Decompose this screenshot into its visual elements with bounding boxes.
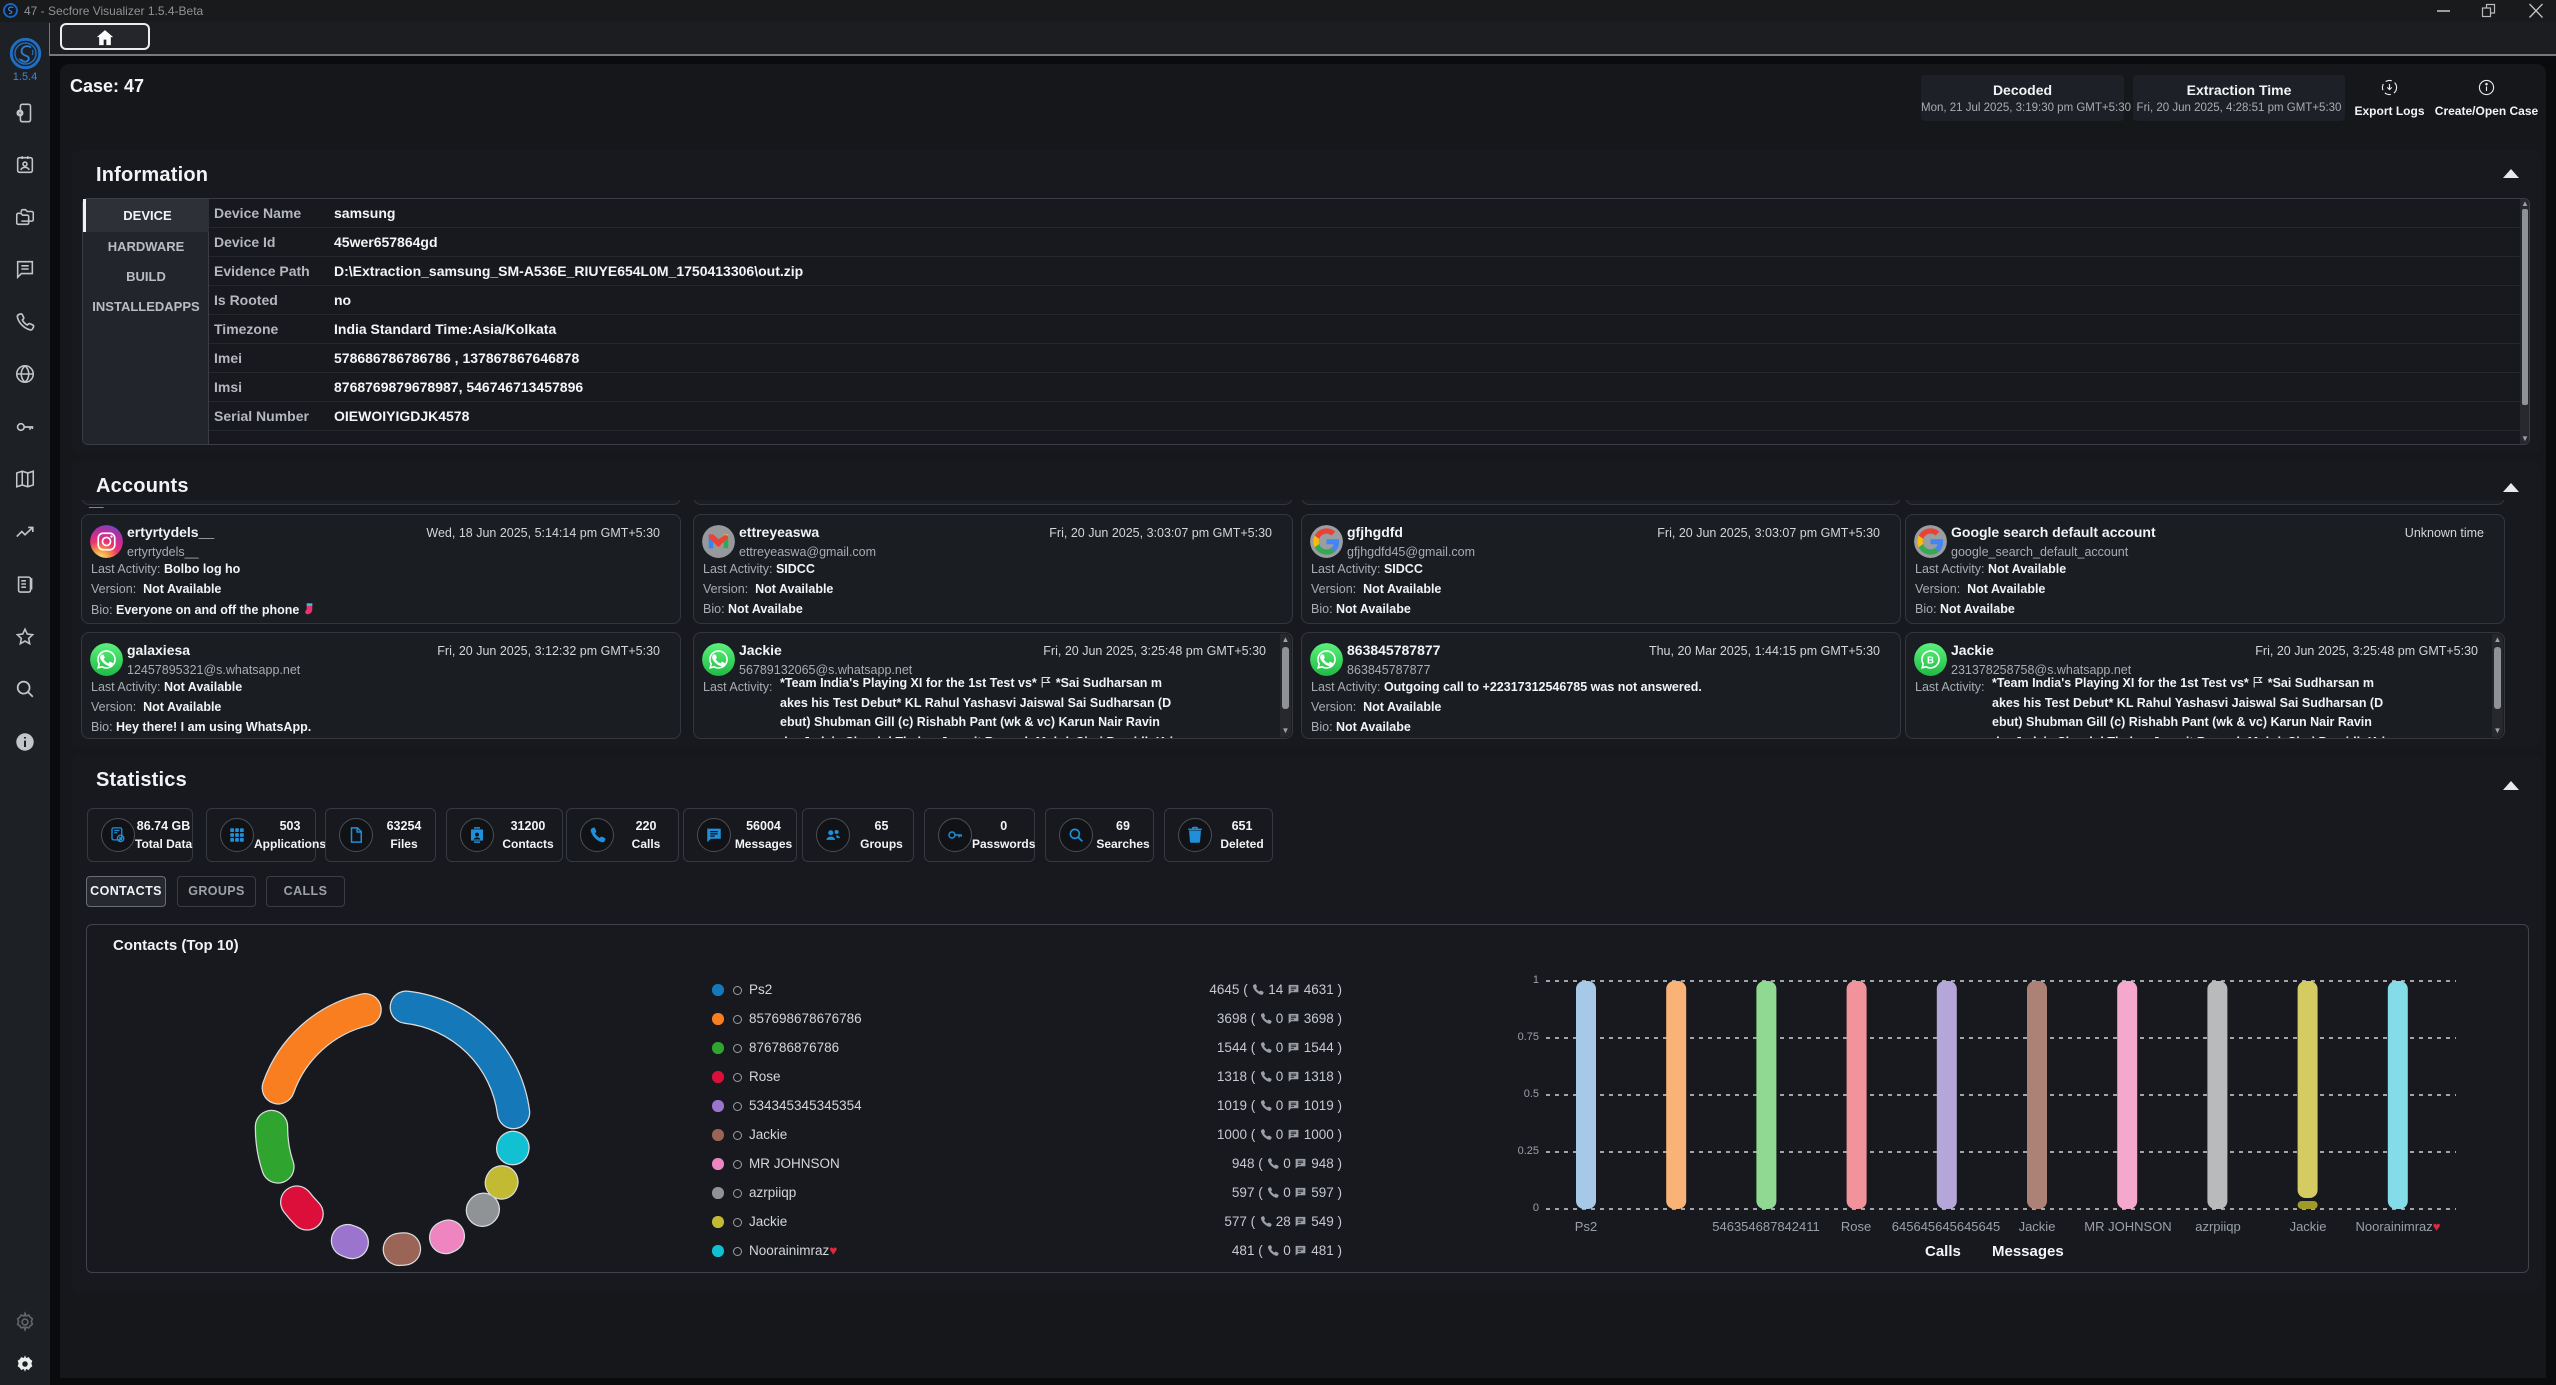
svg-text:B: B: [1927, 655, 1934, 666]
